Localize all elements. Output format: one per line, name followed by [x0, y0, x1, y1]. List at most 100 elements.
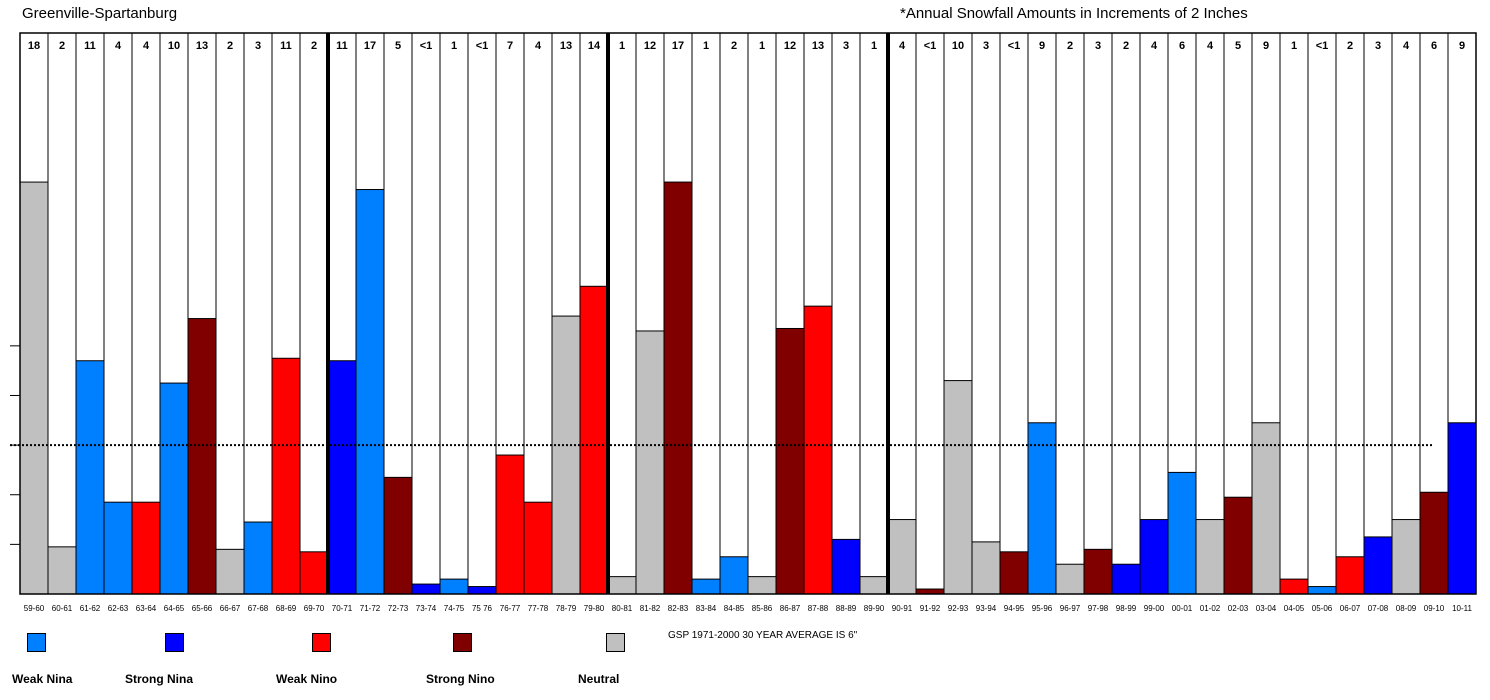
bar-value-label: 4 — [899, 40, 906, 52]
x-tick-label: 69-70 — [304, 604, 325, 613]
bar — [187, 318, 217, 595]
bar-value-label: 9 — [1459, 40, 1465, 52]
bar-value-label: 2 — [59, 40, 65, 52]
bar — [1111, 563, 1141, 595]
x-tick-label: 00-01 — [1172, 604, 1193, 613]
bar — [1139, 519, 1169, 595]
x-tick-label: 96-97 — [1060, 604, 1081, 613]
bar — [943, 380, 973, 595]
column-frame — [1139, 32, 1169, 595]
x-tick-label: 67-68 — [248, 604, 269, 613]
legend-label-strong-nino: Strong Nino — [426, 672, 495, 686]
x-tick-label: 79-80 — [584, 604, 605, 613]
bar-value-label: 4 — [1151, 40, 1158, 52]
x-tick-label: 71-72 — [360, 604, 381, 613]
x-tick-label: 90-91 — [892, 604, 913, 613]
bar-value-label: 17 — [364, 40, 376, 52]
bar-value-label: <1 — [420, 40, 433, 52]
bar-value-label: 2 — [1123, 40, 1129, 52]
bar-value-label: 1 — [1291, 40, 1297, 52]
legend-label-weak-nina: Weak Nina — [12, 672, 73, 686]
bar — [1055, 563, 1085, 595]
bar — [243, 521, 273, 595]
bar — [999, 551, 1029, 595]
x-tick-label: 60-61 — [52, 604, 73, 613]
column-frame — [887, 32, 917, 595]
bar-value-label: 2 — [731, 40, 737, 52]
x-tick-label: 87-88 — [808, 604, 829, 613]
snowfall-bar-chart: 1859-60260-611161-62462-63463-641064-651… — [10, 32, 1477, 613]
bar-value-label: 3 — [255, 40, 261, 52]
bar — [1419, 491, 1449, 595]
x-tick-label: 72-73 — [388, 604, 409, 613]
x-tick-label: 73-74 — [416, 604, 437, 613]
bar — [607, 576, 637, 595]
bar — [131, 501, 161, 595]
bar-value-label: 6 — [1431, 40, 1437, 52]
bar — [551, 315, 581, 595]
plot-frame — [19, 32, 1477, 595]
bar-value-label: 1 — [871, 40, 877, 52]
column-frame — [439, 32, 469, 595]
bar — [103, 501, 133, 595]
bar — [271, 357, 301, 595]
bar-value-label: 9 — [1039, 40, 1045, 52]
bar-value-label: <1 — [924, 40, 937, 52]
bar-value-label: <1 — [1008, 40, 1021, 52]
column-frame — [607, 32, 637, 595]
bar-value-label: 3 — [1095, 40, 1101, 52]
x-tick-label: 66-67 — [220, 604, 241, 613]
bar-value-label: 2 — [1067, 40, 1073, 52]
legend-label-strong-nina: Strong Nina — [125, 672, 193, 686]
bar — [1195, 519, 1225, 595]
column-frame — [1279, 32, 1309, 595]
column-frame — [859, 32, 889, 595]
bar — [1167, 471, 1197, 595]
column-frame — [103, 32, 133, 595]
bar-value-label: 9 — [1263, 40, 1269, 52]
column-frame — [131, 32, 161, 595]
x-tick-label: 75 76 — [472, 604, 493, 613]
bar — [635, 330, 665, 595]
column-frame — [831, 32, 861, 595]
x-tick-label: 64-65 — [164, 604, 185, 613]
bar — [1447, 422, 1477, 595]
x-tick-label: 85-86 — [752, 604, 773, 613]
column-frame — [971, 32, 1001, 595]
column-frame — [747, 32, 777, 595]
bar-value-label: 1 — [451, 40, 457, 52]
x-tick-label: 98-99 — [1116, 604, 1137, 613]
x-tick-label: 59-60 — [24, 604, 45, 613]
column-frame — [299, 32, 329, 595]
column-frame — [691, 32, 721, 595]
bar — [1223, 496, 1253, 595]
x-tick-label: 02-03 — [1228, 604, 1249, 613]
x-tick-label: 74-75 — [444, 604, 465, 613]
bar-value-label: 17 — [672, 40, 684, 52]
x-tick-label: 82-83 — [668, 604, 689, 613]
bar — [1251, 422, 1281, 595]
column-frame — [411, 32, 441, 595]
bar-value-label: 3 — [843, 40, 849, 52]
column-frame — [467, 32, 497, 595]
bar-value-label: 5 — [1235, 40, 1241, 52]
x-tick-label: 65-66 — [192, 604, 213, 613]
bar — [663, 181, 693, 595]
x-tick-label: 70-71 — [332, 604, 353, 613]
bar-value-label: 12 — [644, 40, 656, 52]
column-frame — [1335, 32, 1365, 595]
x-tick-label: 78-79 — [556, 604, 577, 613]
bar — [747, 576, 777, 595]
legend-swatch-neutral — [606, 633, 625, 652]
column-frame — [1307, 32, 1337, 595]
x-tick-label: 81-82 — [640, 604, 661, 613]
bar-value-label: 4 — [535, 40, 542, 52]
bar — [47, 546, 77, 595]
bar-value-label: 13 — [560, 40, 572, 52]
x-tick-label: 84-85 — [724, 604, 745, 613]
bar — [831, 538, 861, 595]
bar — [1335, 556, 1365, 595]
bar — [299, 551, 329, 595]
x-tick-label: 92-93 — [948, 604, 969, 613]
column-frame — [1055, 32, 1085, 595]
